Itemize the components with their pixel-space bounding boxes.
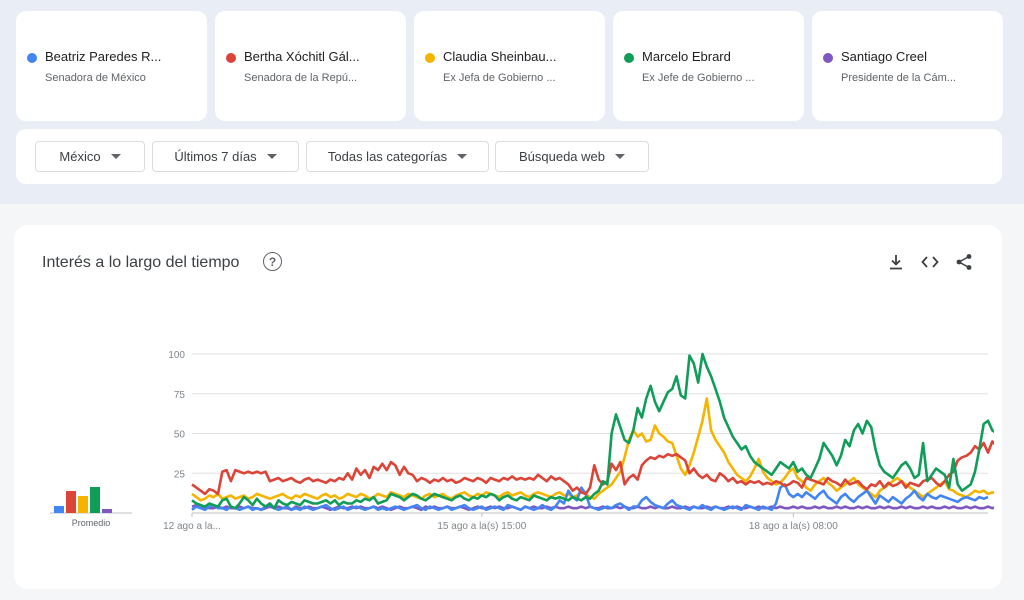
term-name: Beatriz Paredes R... [45, 49, 162, 64]
interest-over-time-card: Interés a lo largo del tiempo ? Promedio… [14, 225, 1002, 589]
term-color-dot [624, 53, 634, 63]
average-bar [54, 506, 64, 513]
filter-label: Últimos 7 días [174, 149, 257, 164]
download-icon[interactable] [886, 252, 906, 272]
term-color-dot [823, 53, 833, 63]
term-card-beatriz-paredes[interactable]: Beatriz Paredes R... Senadora de México [16, 11, 207, 121]
x-tick-label: 12 ago a la... [163, 521, 221, 532]
series-line [191, 440, 994, 496]
term-color-dot [226, 53, 236, 63]
term-card-santiago-creel[interactable]: Santiago Creel Presidente de la Cám... [812, 11, 1003, 121]
term-description: Presidente de la Cám... [841, 72, 956, 84]
average-bar [102, 509, 112, 513]
caret-down-icon [615, 154, 625, 159]
series-line [191, 483, 989, 512]
term-name: Bertha Xóchitl Gál... [244, 49, 360, 64]
help-icon[interactable]: ? [263, 252, 282, 271]
x-tick-label: 15 ago a la(s) 15:00 [437, 521, 526, 532]
term-card-bertha-xochitl[interactable]: Bertha Xóchitl Gál... Senadora de la Rep… [215, 11, 406, 121]
x-tick-label: 18 ago a la(s) 08:00 [749, 521, 838, 532]
filter-label: México [59, 149, 101, 164]
time-filter-dropdown[interactable]: Últimos 7 días [152, 141, 299, 172]
average-bar [90, 487, 100, 513]
y-tick-label: 100 [168, 350, 185, 361]
terms-bar: Beatriz Paredes R... Senadora de México … [16, 11, 1003, 121]
average-bar [78, 496, 88, 513]
term-card-claudia-sheinbaum[interactable]: Claudia Sheinbau... Ex Jefa de Gobierno … [414, 11, 605, 121]
y-tick-label: 75 [174, 390, 186, 401]
region-filter-dropdown[interactable]: México [35, 141, 145, 172]
y-tick-label: 25 [174, 469, 186, 480]
share-icon[interactable] [954, 252, 974, 272]
average-bar-chart [50, 487, 132, 514]
y-tick-label: 50 [174, 430, 186, 441]
category-filter-dropdown[interactable]: Todas las categorías [306, 141, 489, 172]
term-description: Ex Jefa de Gobierno ... [443, 72, 556, 84]
filter-label: Búsqueda web [518, 149, 605, 164]
term-description: Senadora de México [45, 72, 146, 84]
term-card-marcelo-ebrard[interactable]: Marcelo Ebrard Ex Jefe de Gobierno ... [613, 11, 804, 121]
term-name: Santiago Creel [841, 49, 927, 64]
average-label: Promedio [71, 518, 111, 528]
caret-down-icon [457, 154, 468, 159]
filter-bar: México Últimos 7 días Todas las categorí… [16, 129, 1002, 184]
term-description: Senadora de la Repú... [244, 72, 358, 84]
card-title: Interés a lo largo del tiempo [42, 254, 240, 271]
caret-down-icon [266, 154, 277, 159]
term-color-dot [425, 53, 435, 63]
term-color-dot [27, 53, 37, 63]
term-description: Ex Jefe de Gobierno ... [642, 72, 755, 84]
filter-label: Todas las categorías [327, 149, 448, 164]
search-type-filter-dropdown[interactable]: Búsqueda web [495, 141, 649, 172]
average-bar [66, 491, 76, 513]
term-name: Claudia Sheinbau... [443, 49, 557, 64]
series-line [191, 352, 994, 510]
interest-line-chart: 25 50 75 100 12 ago a la... 15 ago a la(s) 15… [163, 350, 994, 532]
term-name: Marcelo Ebrard [642, 49, 731, 64]
caret-down-icon [110, 154, 121, 159]
embed-code-icon[interactable] [920, 252, 940, 272]
